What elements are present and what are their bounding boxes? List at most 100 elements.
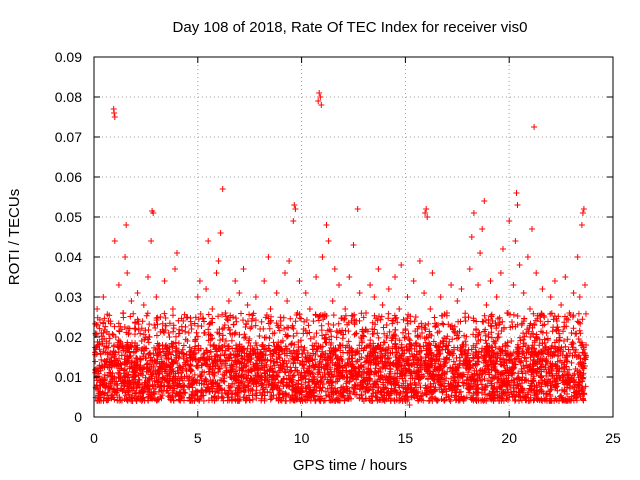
density-point	[95, 322, 101, 328]
density-point	[479, 345, 486, 352]
density-point	[439, 320, 446, 327]
density-point	[95, 386, 101, 393]
density-point	[373, 315, 380, 322]
density-point	[423, 334, 430, 340]
density-point	[485, 377, 492, 384]
density-point	[538, 328, 545, 335]
density-point	[488, 311, 495, 318]
density-point	[316, 364, 323, 371]
density-point	[394, 367, 401, 374]
density-point	[514, 313, 521, 319]
density-point	[473, 385, 480, 392]
x-tick-label: 5	[194, 430, 202, 446]
density-point	[99, 381, 106, 387]
density-point	[162, 322, 169, 329]
density-point	[226, 354, 233, 361]
density-point	[299, 385, 306, 392]
density-point	[185, 329, 192, 336]
density-point	[526, 345, 533, 352]
density-point	[174, 367, 181, 374]
density-point	[211, 353, 218, 360]
density-point	[279, 379, 286, 386]
density-point	[413, 359, 420, 366]
density-point	[516, 358, 523, 365]
density-point	[400, 329, 406, 336]
density-point	[253, 377, 260, 384]
density-point	[106, 340, 113, 347]
density-point	[479, 386, 486, 393]
density-point	[534, 389, 540, 396]
density-point	[205, 337, 212, 344]
density-point	[512, 355, 519, 362]
density-point	[547, 311, 554, 317]
density-point	[228, 337, 235, 344]
density-point	[325, 353, 332, 360]
density-point	[381, 330, 388, 337]
density-point	[518, 368, 525, 375]
density-point	[556, 330, 563, 337]
density-point	[551, 313, 558, 319]
density-point	[287, 368, 294, 375]
density-point	[301, 362, 308, 369]
density-point	[216, 330, 223, 337]
density-point	[195, 357, 202, 364]
density-point	[121, 356, 128, 363]
density-point	[439, 389, 446, 396]
density-point	[425, 398, 432, 404]
density-point	[173, 333, 179, 340]
density-point	[339, 388, 346, 395]
density-point	[443, 343, 449, 350]
density-point	[252, 322, 259, 329]
density-point	[258, 397, 265, 404]
density-point	[232, 315, 239, 322]
density-point	[488, 313, 494, 319]
density-point	[405, 330, 412, 337]
density-point	[119, 388, 126, 395]
data-point	[165, 330, 172, 336]
density-point	[125, 388, 132, 395]
density-point	[481, 357, 488, 364]
density-point	[554, 387, 561, 394]
density-point	[230, 361, 237, 368]
density-point	[267, 389, 274, 396]
density-point	[92, 320, 99, 327]
density-point	[562, 377, 569, 384]
density-point	[297, 337, 304, 344]
density-point	[145, 339, 152, 346]
density-point	[270, 377, 277, 383]
density-point	[188, 382, 194, 388]
density-point	[360, 314, 367, 321]
density-point	[416, 343, 423, 350]
density-point	[141, 347, 148, 354]
density-point	[157, 349, 164, 356]
density-point	[229, 380, 236, 387]
density-point	[526, 385, 533, 392]
density-point	[579, 374, 586, 381]
density-point	[243, 394, 250, 401]
density-point	[536, 349, 542, 356]
density-point	[157, 393, 164, 400]
density-point	[205, 397, 212, 404]
density-point	[537, 364, 544, 371]
density-point	[305, 322, 312, 329]
density-point	[437, 375, 444, 382]
density-point	[131, 367, 138, 374]
density-point	[411, 379, 418, 386]
density-point	[352, 330, 359, 337]
density-point	[531, 339, 538, 346]
density-point	[556, 375, 563, 381]
density-point	[326, 336, 333, 343]
density-point	[286, 348, 293, 355]
density-point	[521, 333, 528, 340]
density-point	[191, 320, 198, 327]
density-point	[534, 312, 541, 319]
density-point	[135, 326, 142, 333]
data-point	[111, 110, 118, 116]
density-point	[556, 365, 563, 371]
density-point	[238, 347, 245, 354]
density-point	[270, 369, 277, 376]
density-point	[115, 374, 122, 381]
density-point	[120, 370, 127, 377]
